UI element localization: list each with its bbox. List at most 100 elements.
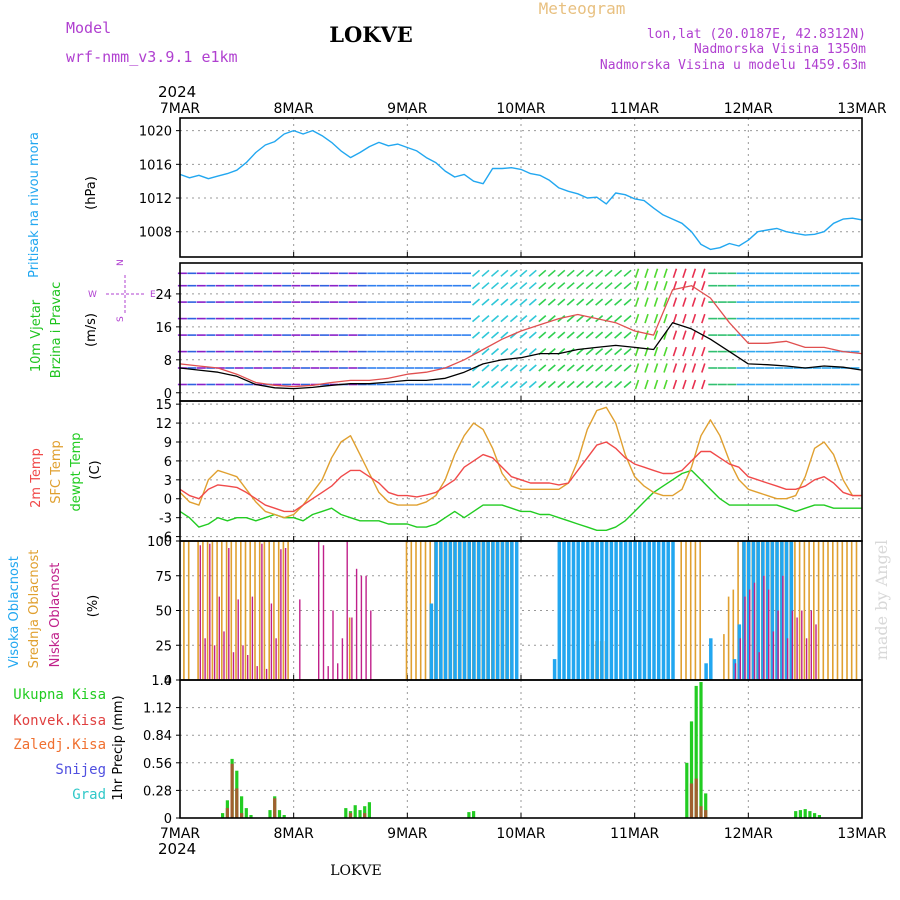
temp-y-tick-label: -6	[159, 531, 172, 546]
wind-arrow	[653, 313, 659, 324]
t2m-axis-label: 2m Temp	[29, 448, 44, 508]
wind-arrow	[481, 380, 490, 389]
temp-y-tick-label: 6	[164, 455, 172, 470]
wind-arrow	[500, 314, 509, 323]
precip-total-bar	[363, 806, 367, 818]
wind-arrow	[644, 363, 649, 373]
precip-total-bar	[808, 811, 812, 818]
wind-arrow	[566, 282, 575, 290]
precip-total-bar	[704, 793, 708, 818]
pressure-y-tick-label: 1012	[139, 192, 172, 207]
wind-arrow	[566, 331, 575, 339]
mid-cloud-bars	[183, 541, 858, 680]
wind-arrow	[691, 268, 697, 279]
wind-arrow	[682, 297, 687, 307]
x-tick-label: 11MAR	[610, 826, 659, 842]
wind-arrow	[500, 298, 509, 306]
temperature-panel: -6 -3 0 3 6 9 12 15	[155, 398, 863, 546]
wind-arrow	[471, 282, 481, 290]
precip-total-bar	[817, 815, 821, 818]
wind-arrow	[481, 282, 490, 290]
wind-grid	[180, 263, 862, 401]
wind-direction-field	[177, 268, 860, 390]
wind-arrow	[623, 380, 632, 389]
precip-total-bar	[694, 685, 698, 818]
footer-station: LOKVE	[330, 863, 382, 879]
wind-arrow	[595, 380, 604, 389]
wind-arrow	[566, 364, 575, 372]
wind-arrow	[672, 297, 678, 307]
precip-y-tick-label: 1.4	[151, 674, 172, 689]
wind-arrow	[547, 298, 556, 306]
wind-arrow	[672, 346, 678, 357]
precip-conv-bar	[235, 788, 239, 818]
cloud-y-tick-label: 0	[164, 674, 172, 689]
wind-arrow	[509, 364, 518, 372]
precip-total-bar	[472, 811, 476, 818]
wind-arrow	[547, 282, 556, 290]
station-title: LOKVE	[329, 22, 413, 47]
wind-arrow	[557, 298, 566, 306]
temp-y-tick-label: 12	[155, 417, 172, 432]
wind-y-tick-label: 16	[155, 321, 172, 336]
wind-arrow	[547, 380, 556, 389]
precip-total-bar	[358, 810, 362, 818]
cloud-axis-title: Visoka Oblacnost Srednja Oblacnost Niska…	[7, 550, 101, 669]
wind-arrow	[519, 380, 528, 389]
x-tick-label: 9MAR	[387, 101, 428, 117]
panel-borders	[179, 117, 863, 819]
wind-arrow	[604, 269, 613, 277]
wind-arrow	[623, 364, 632, 372]
wind-arrow	[528, 380, 537, 389]
wind-arrow	[500, 282, 509, 290]
pressure-line	[179, 129, 863, 251]
wind-arrow	[644, 297, 649, 307]
model-elevation-label: Nadmorska Visina u modelu 1459.63m	[600, 58, 866, 73]
sfc-axis-label: SFC Temp	[49, 440, 64, 504]
wind-arrow	[481, 331, 490, 339]
precip-total-bar	[699, 682, 703, 818]
wind-arrow	[663, 313, 668, 324]
wind-arrow	[623, 282, 632, 290]
wind-arrow	[509, 282, 518, 290]
wind-arrow	[585, 347, 594, 356]
wind-arrow	[595, 347, 604, 356]
wind-arrow	[519, 269, 528, 277]
legend-grad: Grad	[72, 787, 106, 803]
x-axis-top: 7MAR 8MAR 9MAR 10MAR 11MAR 12MAR 13MAR	[160, 101, 887, 117]
wind-arrow	[672, 379, 678, 390]
wind-arrow	[585, 282, 594, 290]
wind-arrow	[614, 269, 623, 277]
precip-conv-bar	[348, 813, 353, 818]
wind-arrow	[576, 364, 585, 372]
wind-arrow	[595, 298, 604, 306]
precip-total-bar	[282, 815, 286, 818]
wind-arrow	[547, 314, 556, 323]
wind-arrow	[585, 380, 594, 389]
temp-y-tick-label: 15	[155, 398, 172, 413]
wind-arrow	[701, 346, 706, 357]
wind-arrow	[566, 269, 575, 277]
wind-arrow	[500, 364, 509, 372]
wind-arrow	[538, 269, 547, 277]
precip-total-bar	[353, 805, 357, 818]
precip-total-bar	[794, 811, 798, 818]
wind-arrow	[585, 269, 594, 277]
wind-arrow	[509, 298, 518, 306]
legend-snijeg: Snijeg	[55, 762, 106, 778]
cloud-y-tick-label: 100	[147, 535, 172, 550]
wind-arrow	[691, 313, 697, 324]
wind-arrow	[471, 314, 481, 323]
mid-cloud-axis-label: Srednja Oblacnost	[27, 550, 42, 669]
compass-west: W	[88, 290, 97, 300]
wind-arrow	[538, 364, 547, 372]
wind-arrow	[644, 313, 649, 324]
wind-arrow	[604, 364, 613, 372]
dewpt-axis-label: dewpt Temp	[69, 432, 84, 511]
high-cloud-bars	[429, 541, 794, 680]
wind-arrow	[682, 280, 687, 291]
x-tick-label: 7MAR	[160, 101, 201, 117]
high-cloud-axis-label: Visoka Oblacnost	[7, 556, 22, 668]
legend-ukupna: Ukupna Kisa	[13, 687, 106, 703]
wind-arrow	[576, 331, 585, 339]
